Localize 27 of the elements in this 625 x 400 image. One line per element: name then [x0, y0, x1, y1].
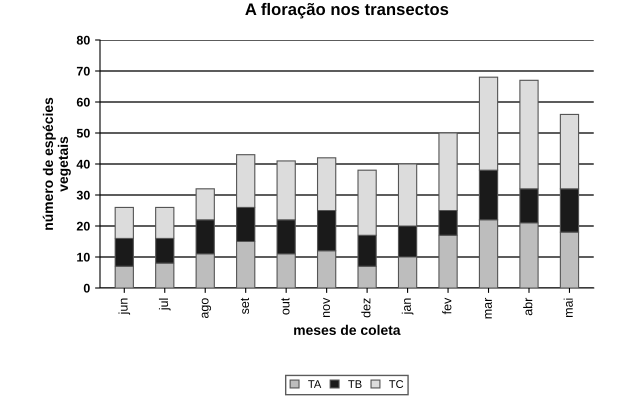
x-tick-label: fev	[442, 298, 452, 314]
x-tick-label: out	[281, 298, 290, 315]
x-tick-label: mai	[564, 298, 573, 318]
y-tick-label: 70	[76, 66, 90, 76]
legend-label: TB	[348, 380, 362, 388]
x-tick-label: ago	[202, 298, 212, 318]
y-axis-title: número de espécies vegetais	[42, 98, 71, 230]
x-tick-label: abr	[523, 298, 532, 316]
y-tick-label: 20	[76, 222, 90, 231]
x-tick-label: nov	[323, 298, 330, 318]
chart-title: A floração nos transectos	[245, 2, 448, 18]
y-tick-label: 80	[76, 36, 90, 45]
x-tick-label: mar	[485, 298, 492, 318]
x-tick-label: set	[240, 298, 250, 314]
y-tick-label: 0	[84, 284, 90, 293]
x-tick-label: jun	[118, 298, 130, 315]
x-tick-label: jul	[158, 298, 171, 311]
y-tick-label: 40	[76, 160, 90, 169]
legend-label: TA	[308, 380, 322, 388]
x-tick-label: dez	[361, 298, 370, 318]
x-axis-title: meses de coleta	[294, 324, 401, 336]
y-tick-label: 10	[77, 252, 90, 262]
x-tick-label: jan	[402, 298, 414, 315]
y-tick-label: 60	[76, 98, 90, 107]
legend-label: TC	[389, 380, 404, 388]
y-tick-label: 50	[76, 128, 90, 138]
y-tick-label: 30	[76, 190, 90, 200]
